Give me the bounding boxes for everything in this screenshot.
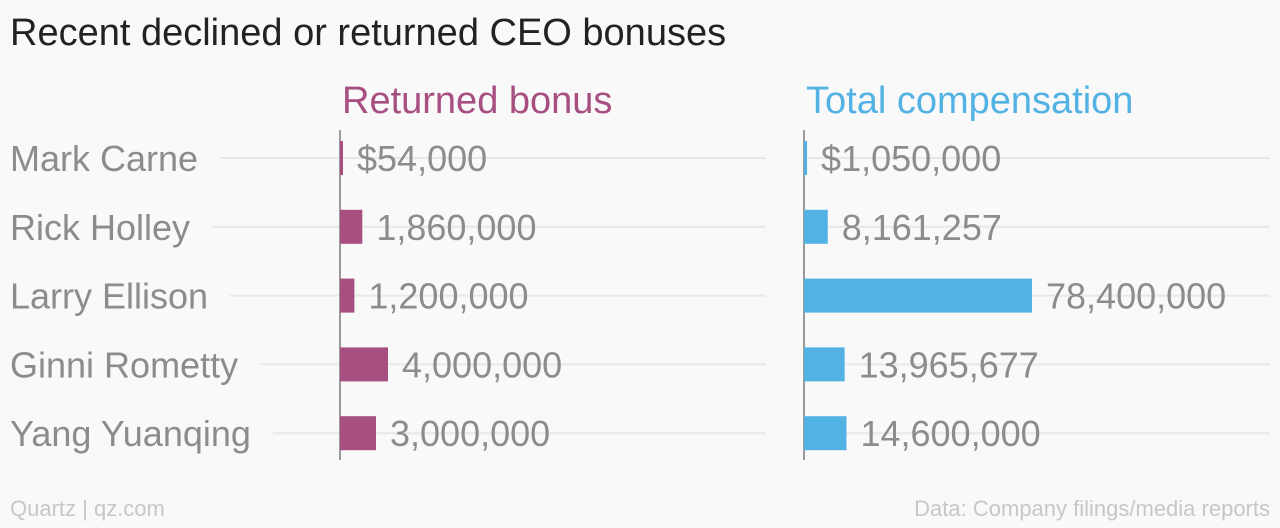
bar <box>340 209 363 244</box>
bar <box>340 141 343 175</box>
data-label: $1,050,000 <box>821 138 1001 179</box>
category-label: Rick Holley <box>10 207 190 248</box>
series-header: Returned bonus <box>342 80 612 122</box>
data-label: 1,200,000 <box>368 276 528 317</box>
footer-source-right: Data: Company filings/media reports <box>914 496 1270 521</box>
category-label: Mark Carne <box>10 138 198 179</box>
series-header: Total compensation <box>806 80 1133 122</box>
data-label: 78,400,000 <box>1046 276 1226 317</box>
bar <box>804 141 808 175</box>
data-label: 4,000,000 <box>402 344 562 385</box>
data-label: 13,965,677 <box>859 344 1039 385</box>
data-label: 14,600,000 <box>860 413 1040 454</box>
footer-source-left: Quartz | qz.com <box>10 496 165 521</box>
category-label: Larry Ellison <box>10 276 208 317</box>
bar <box>804 209 828 244</box>
category-label: Yang Yuanqing <box>10 413 251 454</box>
bar <box>340 416 376 451</box>
bar <box>804 347 845 382</box>
data-label: $54,000 <box>357 138 487 179</box>
category-label: Ginni Rometty <box>10 344 238 385</box>
bar <box>340 278 355 313</box>
data-label: 1,860,000 <box>376 207 536 248</box>
bar <box>340 347 388 382</box>
bar <box>804 416 847 451</box>
chart-title: Recent declined or returned CEO bonuses <box>10 12 727 54</box>
bar <box>804 278 1032 313</box>
data-label: 3,000,000 <box>390 413 550 454</box>
data-label: 8,161,257 <box>842 207 1002 248</box>
